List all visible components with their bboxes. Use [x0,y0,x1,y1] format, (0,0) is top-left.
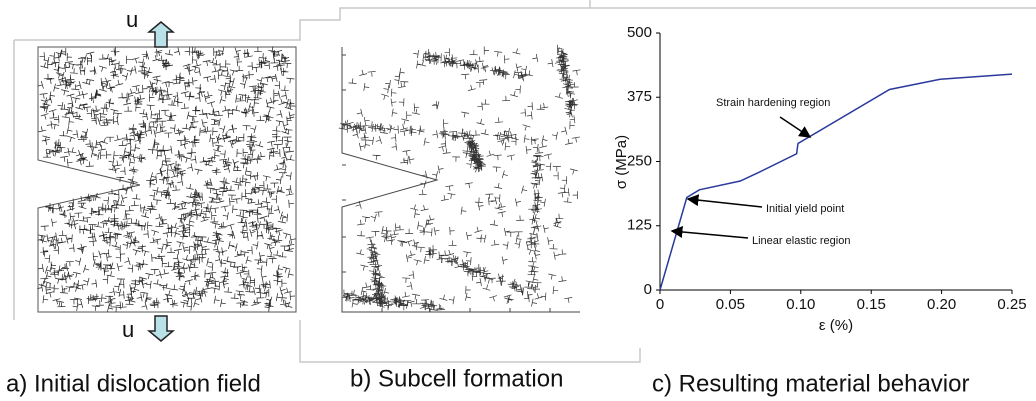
dislocation-field [338,44,581,313]
annotation: Initial yield point [766,203,844,215]
dislocation-field [37,46,296,312]
x-tick-label: 0.20 [927,296,956,313]
dislocations-b [338,44,581,313]
specimen-b [341,47,580,313]
x-tick-label: 0.05 [716,296,745,313]
axis-ticks-b [342,54,551,312]
y-tick-label: 250 [627,152,652,169]
y-axis-label: σ (MPa) [613,135,630,189]
annotation-arrow [779,116,812,138]
annotation: Strain hardening region [716,97,830,109]
load-arrow-top [146,21,176,48]
load-label: u [126,7,138,32]
y-tick-label: 375 [627,88,652,105]
y-tick-label: 125 [627,217,652,234]
x-tick-label: 0.25 [997,296,1026,313]
x-tick-label: 0.15 [857,296,886,313]
load-arrow-bottom [146,315,176,342]
x-tick-label: 0 [656,296,664,313]
caption: a) Initial dislocation field [6,370,261,397]
stress-strain-chart: 0 125 250 375 500 0 0.05 0.10 0.15 0.20 0.25 ε (%) σ… [613,24,1027,334]
data-line [659,73,1013,291]
caption: b) Subcell formation [350,365,563,392]
dislocations-a [37,46,296,312]
caption: c) Resulting material behavior [652,370,969,397]
annotation-arrow [670,225,749,239]
y-tick-label: 0 [644,281,652,298]
panel-frame [13,0,1036,363]
annotation: Linear elastic region [752,235,850,247]
annotation-arrow [686,194,763,208]
y-tick-label: 500 [627,24,652,41]
x-tick-label: 0.10 [786,296,815,313]
load-label: u [122,317,134,342]
x-axis-label: ε (%) [819,317,853,334]
